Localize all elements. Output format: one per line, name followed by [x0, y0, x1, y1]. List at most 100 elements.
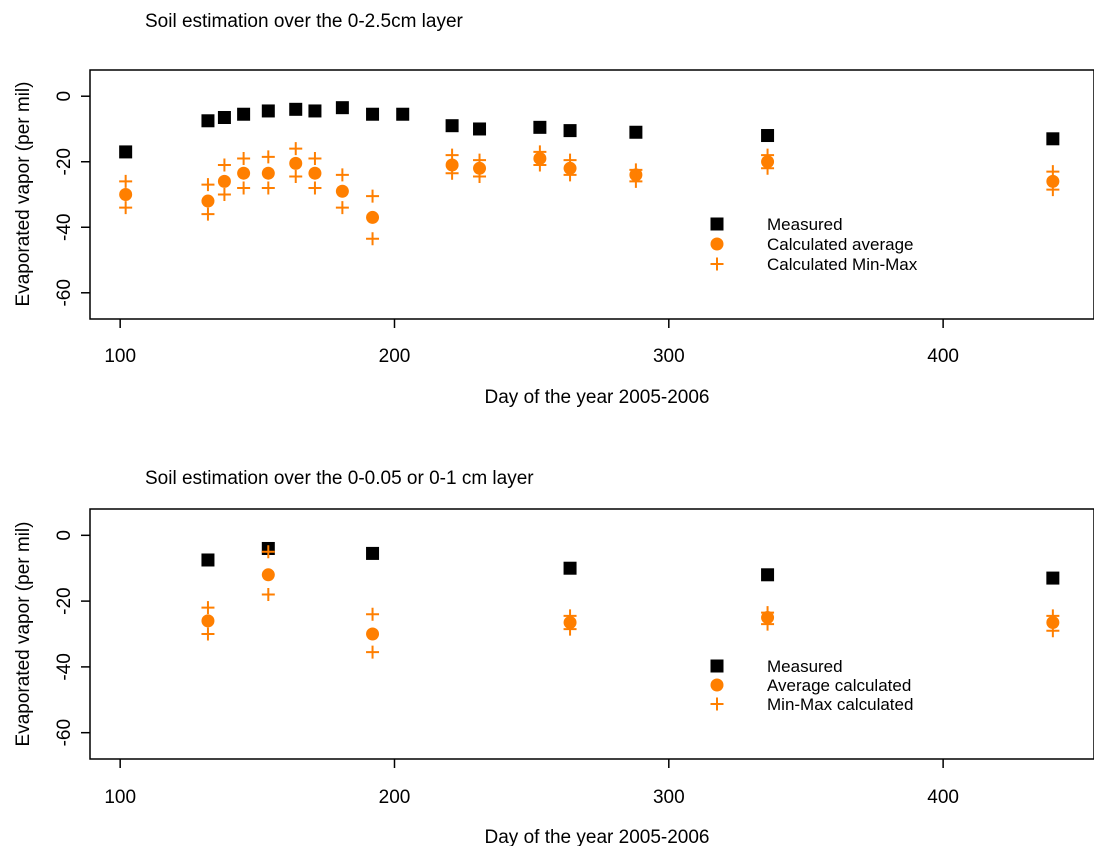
y-tick-label: -40 — [54, 653, 75, 680]
point-circle — [261, 568, 275, 582]
point-square — [261, 104, 275, 118]
legend-label: Calculated average — [767, 235, 913, 254]
point-plus — [1046, 183, 1060, 197]
point-circle — [761, 155, 775, 169]
legend-marker-square — [710, 659, 724, 673]
legend-label: Min-Max calculated — [767, 695, 913, 714]
x-axis-label: Day of the year 2005-2006 — [485, 827, 710, 846]
point-plus — [366, 607, 380, 621]
y-tick-label: 0 — [54, 91, 75, 102]
point-square — [563, 561, 577, 575]
point-square — [289, 102, 303, 116]
point-plus — [201, 178, 215, 192]
point-square — [761, 129, 775, 143]
point-circle — [201, 194, 215, 208]
point-plus — [335, 168, 349, 182]
point-plus — [366, 189, 380, 203]
point-square — [1046, 571, 1060, 585]
point-square — [308, 104, 322, 118]
legend-label: Average calculated — [767, 676, 911, 695]
point-plus — [563, 609, 577, 623]
y-tick-label: -60 — [54, 279, 75, 306]
point-circle — [261, 166, 275, 180]
point-square — [217, 111, 231, 125]
point-square — [1046, 132, 1060, 146]
legend-item: Calculated Min-Max — [710, 255, 918, 274]
legend-marker-circle — [710, 678, 724, 692]
point-circle — [473, 161, 487, 175]
point-plus — [308, 181, 322, 195]
point-plus — [1046, 624, 1060, 638]
point-circle — [289, 156, 303, 170]
point-plus — [761, 161, 775, 175]
point-circle — [366, 627, 380, 641]
point-plus — [473, 153, 487, 167]
legend-item: Calculated average — [710, 235, 913, 254]
point-square — [366, 546, 380, 560]
legend-marker-plus — [710, 257, 724, 271]
chart-title: Soil estimation over the 0-0.05 or 0-1 c… — [145, 468, 534, 489]
y-tick-label: -20 — [54, 148, 75, 175]
point-plus — [261, 588, 275, 602]
y-tick-label: -60 — [54, 719, 75, 746]
chart-title: Soil estimation over the 0-2.5cm layer — [145, 11, 464, 32]
legend-marker-circle — [710, 237, 724, 251]
point-plus — [261, 181, 275, 195]
point-circle — [366, 210, 380, 224]
x-tick-label: 400 — [927, 346, 959, 367]
point-plus — [289, 169, 303, 183]
legend-item: Measured — [710, 215, 843, 234]
legend-label: Measured — [767, 215, 843, 234]
point-circle — [533, 151, 547, 165]
data-marks — [119, 101, 1060, 246]
point-plus — [237, 151, 251, 165]
y-axis-label: Evaporated vapor (per mil) — [13, 522, 34, 747]
point-circle — [201, 614, 215, 628]
point-plus — [563, 153, 577, 167]
chart-panel-bottom: Soil estimation over the 0-0.05 or 0-1 c… — [13, 468, 1094, 846]
point-plus — [308, 151, 322, 165]
point-plus — [445, 166, 459, 180]
legend-marker-square — [710, 217, 724, 231]
point-circle — [335, 184, 349, 198]
point-circle — [1046, 174, 1060, 188]
point-plus — [533, 158, 547, 172]
point-square — [366, 107, 380, 121]
x-tick-label: 100 — [104, 787, 136, 808]
point-square — [201, 553, 215, 567]
point-plus — [761, 606, 775, 620]
x-tick-label: 400 — [927, 787, 959, 808]
plot-frame — [89, 508, 1094, 760]
point-plus — [335, 201, 349, 215]
point-plus — [261, 545, 275, 559]
point-square — [761, 568, 775, 582]
legend-item: Average calculated — [710, 676, 911, 695]
y-axis: 0 -20 -40 -60 — [54, 91, 90, 307]
point-plus — [629, 174, 643, 188]
point-square — [629, 125, 643, 139]
point-plus — [201, 627, 215, 641]
data-marks — [201, 541, 1060, 659]
point-square — [473, 122, 487, 136]
x-tick-label: 200 — [379, 346, 411, 367]
point-plus — [366, 232, 380, 246]
point-square — [563, 124, 577, 138]
y-axis-label: Evaporated vapor (per mil) — [13, 82, 34, 307]
x-tick-label: 300 — [653, 346, 685, 367]
point-plus — [533, 145, 547, 159]
point-circle — [308, 166, 322, 180]
point-plus — [629, 163, 643, 177]
point-plus — [761, 617, 775, 631]
point-square — [335, 101, 349, 115]
point-plus — [445, 148, 459, 162]
point-plus — [119, 174, 133, 188]
point-circle — [563, 161, 577, 175]
y-tick-label: -20 — [54, 587, 75, 614]
point-circle — [237, 166, 251, 180]
x-tick-label: 300 — [653, 787, 685, 808]
point-plus — [1046, 165, 1060, 179]
y-axis: 0 -20 -40 -60 — [54, 530, 90, 746]
